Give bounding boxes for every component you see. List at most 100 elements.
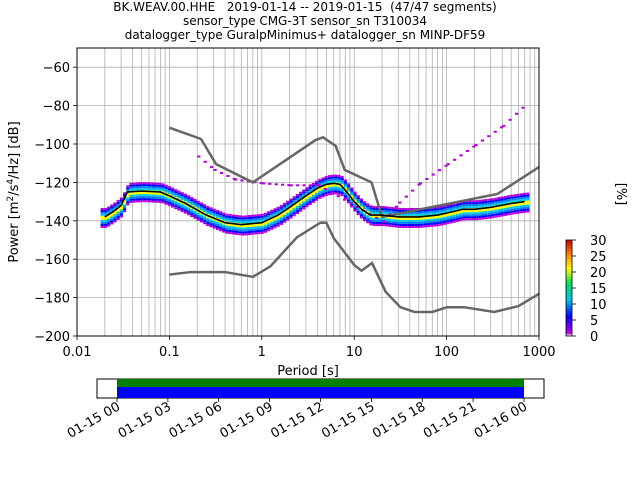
heatmap-cell (260, 225, 264, 228)
heatmap-cell (103, 207, 107, 210)
heatmap-cell (350, 195, 354, 198)
heatmap-cell (407, 223, 411, 226)
heatmap-cell (308, 199, 312, 202)
heatmap-cell (305, 187, 309, 190)
heatmap-cell (372, 212, 376, 215)
heatmap-cell (151, 182, 155, 185)
heatmap-cell (167, 198, 171, 201)
heatmap-cell (276, 224, 280, 227)
heatmap-cell (238, 227, 242, 230)
heatmap-cell (484, 209, 488, 212)
heatmap-cell (302, 201, 306, 204)
heatmap-cell (510, 196, 514, 199)
heatmap-cell (510, 194, 514, 197)
heatmap-cell (426, 219, 431, 222)
heatmap-cell (154, 196, 159, 199)
heatmap-cell (186, 209, 191, 212)
heatmap-cell (359, 212, 363, 215)
heatmap-cell (401, 219, 405, 222)
heatmap-cell (478, 217, 482, 220)
heatmap-cell (263, 230, 267, 233)
heatmap-cell (318, 192, 322, 195)
heatmap-cell (417, 219, 421, 222)
heatmap-cell (138, 200, 143, 203)
heatmap-cell (503, 201, 507, 204)
heatmap-cell (151, 200, 155, 203)
heatmap-cell (180, 210, 184, 213)
heatmap-cell (474, 202, 479, 205)
heatmap-cell (282, 210, 287, 213)
heatmap-cell (218, 217, 223, 220)
heatmap-cell (414, 211, 418, 214)
heatmap-cell (100, 219, 104, 222)
heatmap-cell (382, 222, 386, 225)
heatmap-cell (228, 228, 232, 231)
heatmap-cell (148, 184, 152, 187)
heatmap-cell (366, 209, 370, 212)
heatmap-cell (164, 198, 168, 201)
heatmap-cell (103, 213, 107, 216)
heatmap-cell (378, 220, 383, 223)
heatmap-cell (281, 183, 285, 186)
heatmap-cell (446, 208, 450, 211)
colorbar-tick-label: 15 (590, 282, 607, 297)
heatmap-cell (394, 225, 399, 228)
heatmap-cell (526, 206, 530, 209)
heatmap-cell (410, 223, 415, 226)
heatmap-cell (244, 217, 248, 220)
heatmap-cell (404, 225, 408, 228)
heatmap-cell (241, 221, 245, 224)
heatmap-cell (503, 211, 507, 214)
heatmap-cell (167, 192, 171, 195)
heatmap-cell (465, 216, 469, 219)
heatmap-cell (442, 208, 447, 211)
heatmap-cell (225, 231, 229, 234)
heatmap-cell (513, 206, 517, 209)
heatmap-cell (340, 176, 344, 179)
heatmap-cell (439, 217, 443, 220)
heatmap-cell (273, 218, 277, 221)
heatmap-cell (375, 220, 379, 223)
heatmap-cell (241, 233, 245, 236)
heatmap-cell (263, 214, 267, 217)
heatmap-cell (122, 208, 127, 211)
heatmap-cell (437, 169, 442, 172)
heatmap-cell (426, 209, 431, 212)
heatmap-cell (353, 193, 357, 196)
heatmap-cell (410, 225, 415, 228)
timeline-tick-label: 01-15 15 (319, 399, 377, 441)
heatmap-cell (206, 212, 210, 215)
heatmap-cell (327, 193, 331, 196)
heatmap-cell (385, 220, 389, 223)
heatmap-cell (234, 220, 239, 223)
heatmap-cell (343, 198, 347, 201)
timeline-tick-label: 01-15 12 (268, 399, 326, 441)
heatmap-cell (289, 200, 293, 203)
heatmap-cell (170, 205, 175, 208)
heatmap-cell (222, 214, 226, 217)
heatmap-cell (231, 232, 235, 235)
heatmap-cell (132, 182, 136, 185)
heatmap-cell (513, 212, 517, 215)
heatmap-cell (471, 216, 475, 219)
heatmap-cell (286, 212, 290, 215)
heatmap-cell (254, 214, 258, 217)
heatmap-cell (106, 220, 111, 223)
heatmap-cell (417, 211, 421, 214)
heatmap-cell (439, 205, 443, 208)
heatmap-cell (353, 207, 357, 210)
heatmap-cell (266, 221, 271, 224)
heatmap-cell (468, 212, 472, 215)
heatmap-cell (462, 216, 466, 219)
x-axis-ticks: 0.01 0.1 1 10 100 1000 (63, 336, 556, 360)
heatmap-cell (433, 218, 437, 221)
heatmap-cell (295, 209, 299, 212)
heatmap-cell (135, 194, 139, 197)
heatmap-cell (362, 205, 367, 208)
heatmap-cell (279, 206, 283, 209)
heatmap-cell (282, 220, 287, 223)
heatmap-cell (177, 208, 181, 211)
heatmap-cell (468, 202, 472, 205)
heatmap-cell (513, 196, 517, 199)
